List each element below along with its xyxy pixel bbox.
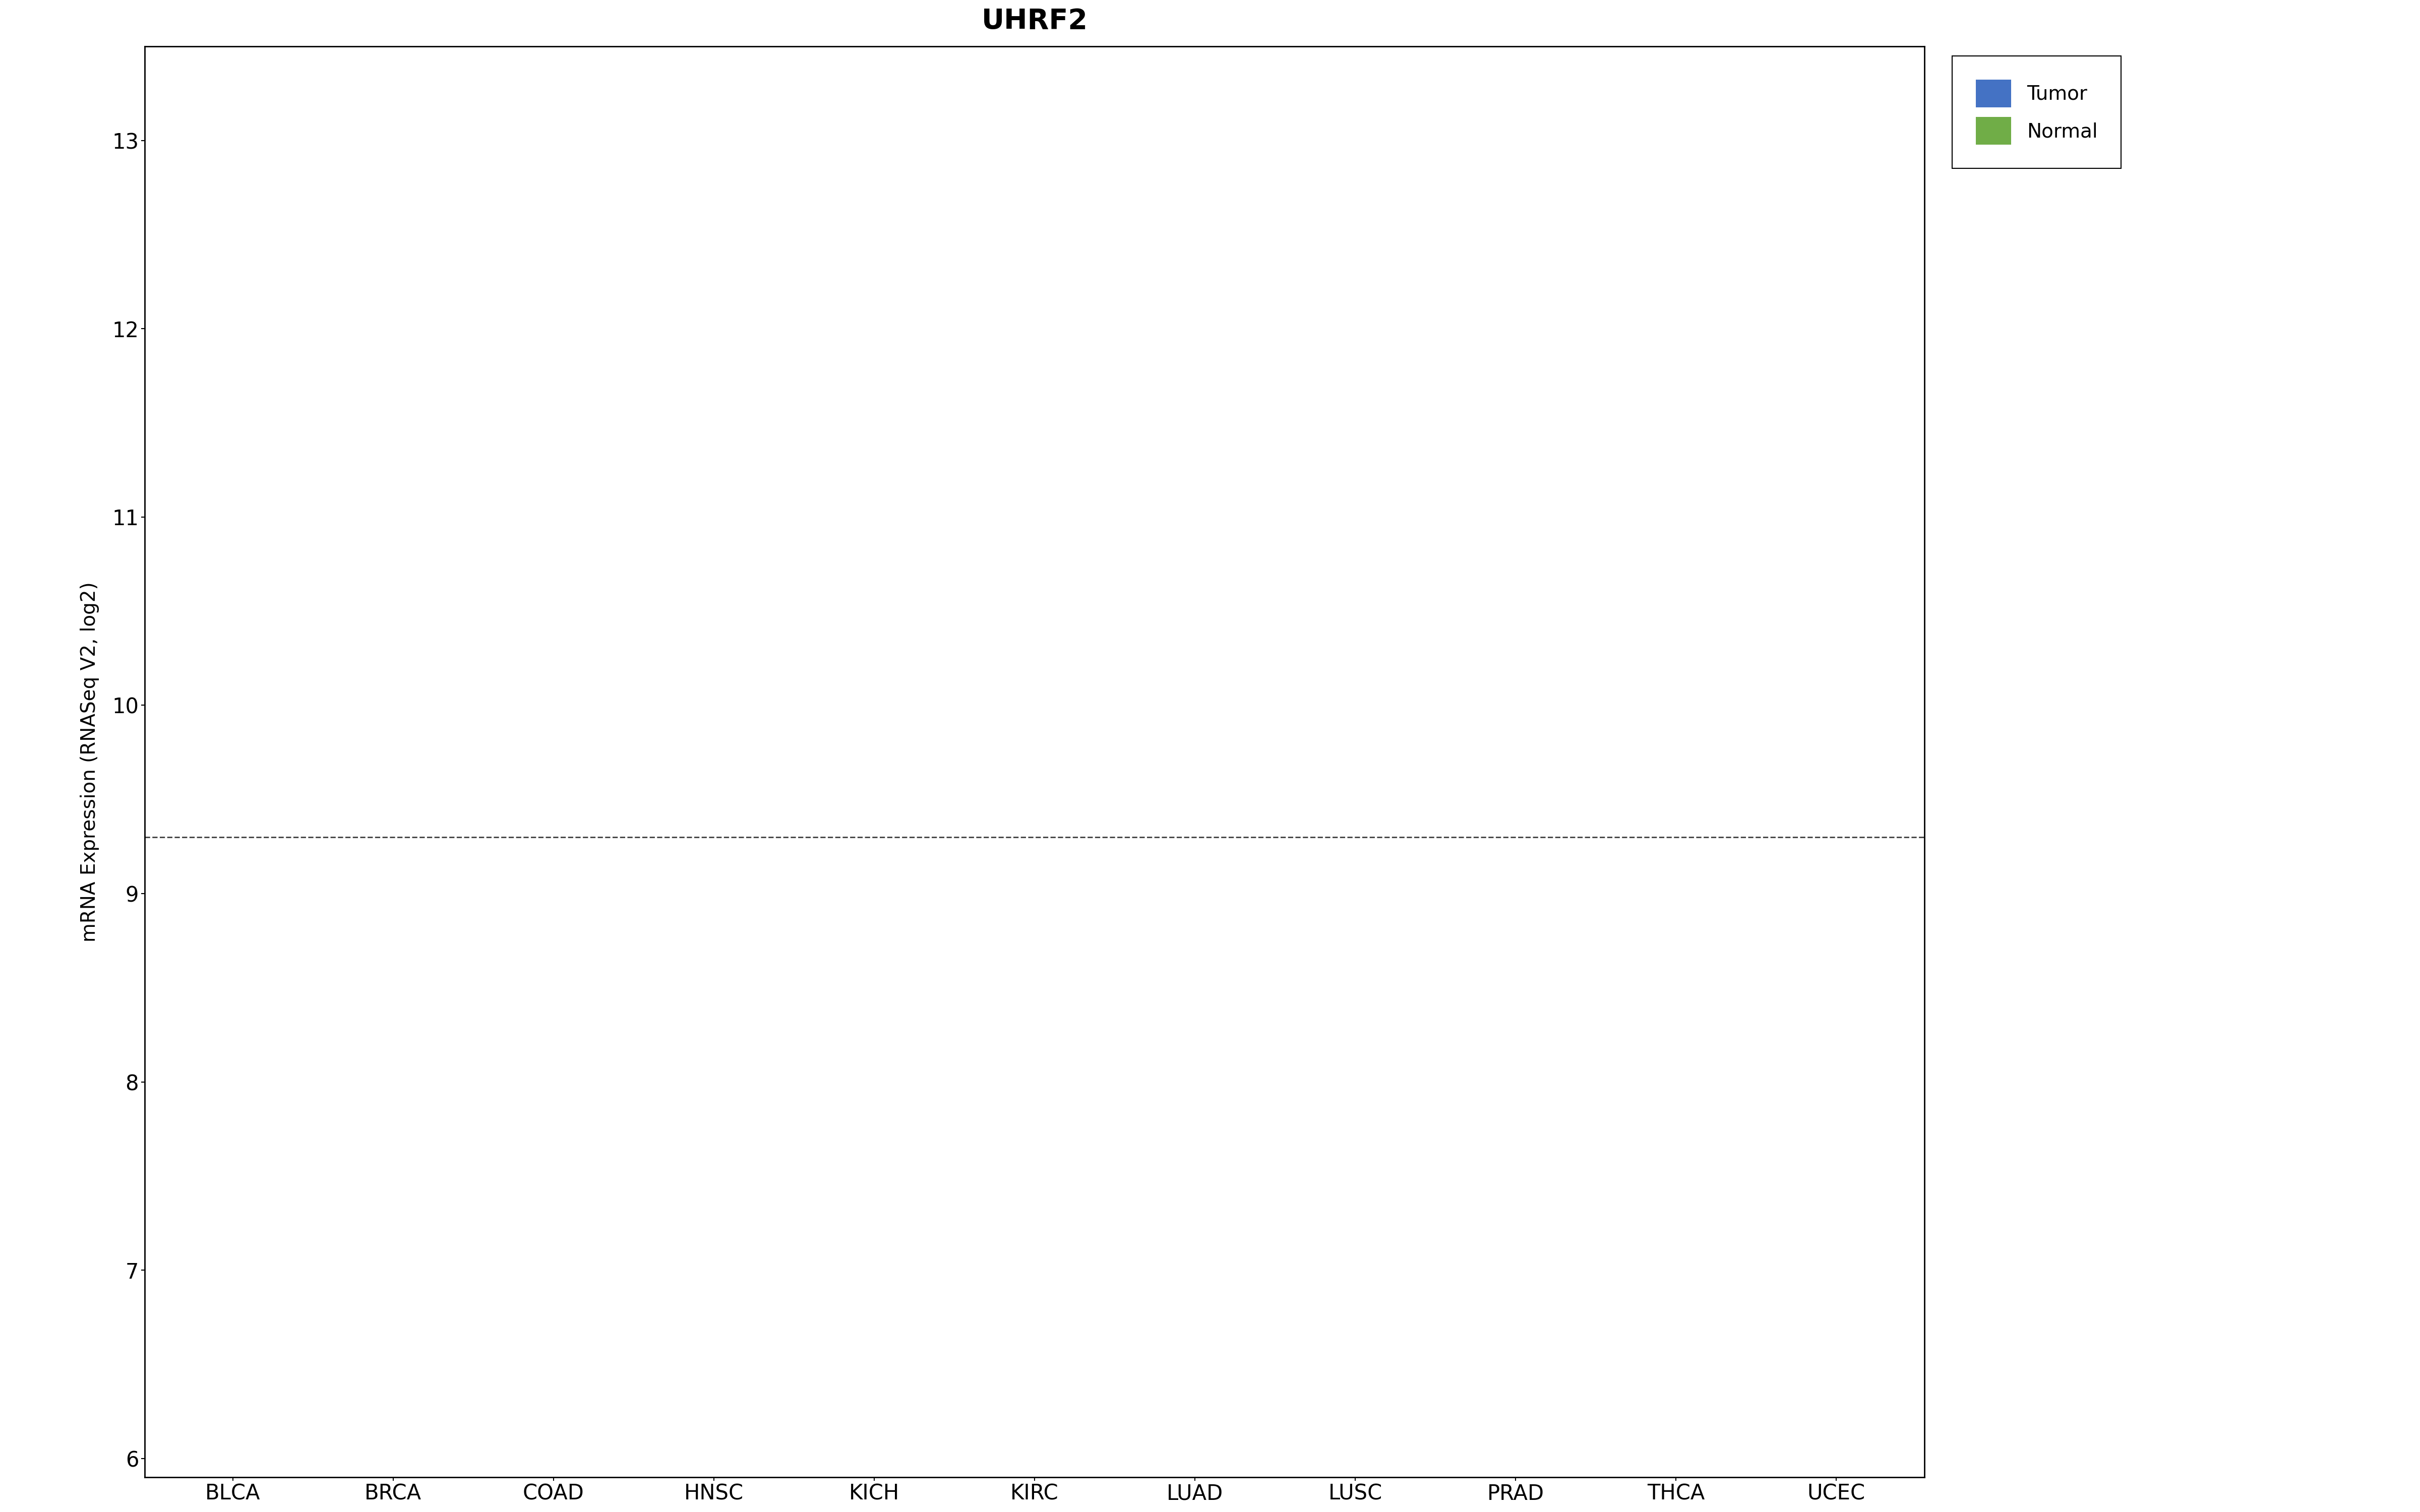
Y-axis label: mRNA Expression (RNASeq V2, log2): mRNA Expression (RNASeq V2, log2) (80, 582, 99, 942)
Title: UHRF2: UHRF2 (983, 8, 1089, 35)
Legend: Tumor, Normal: Tumor, Normal (1953, 56, 2120, 168)
